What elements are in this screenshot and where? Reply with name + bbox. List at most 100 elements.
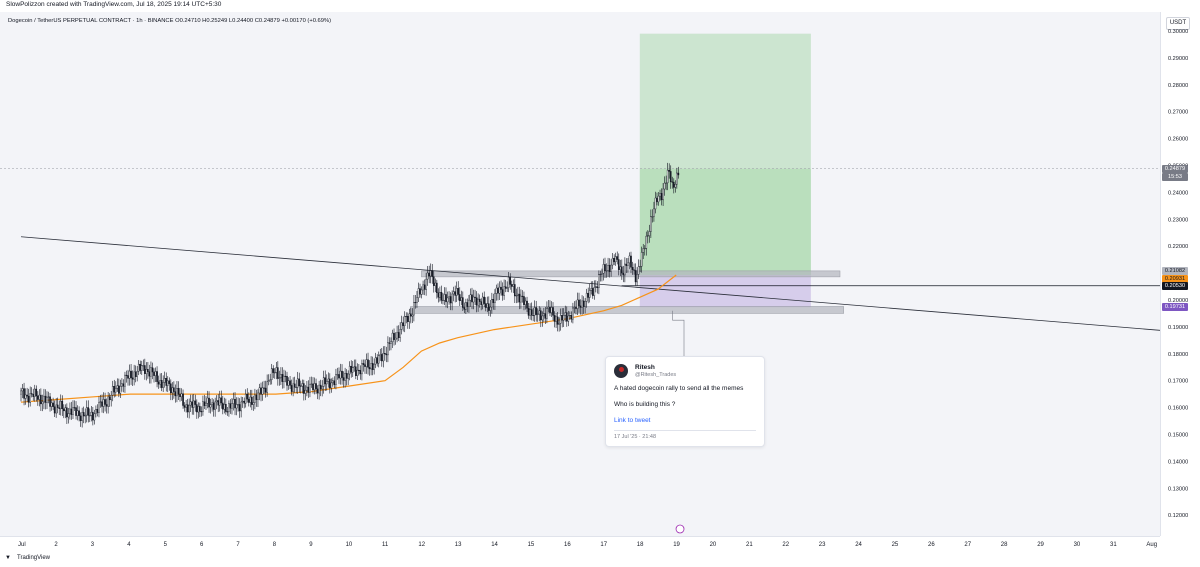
candle-body (43, 395, 45, 403)
candle (358, 364, 360, 376)
candle (527, 302, 530, 319)
tweet-text-line-2: Who is building this ? (614, 401, 676, 408)
chart-plot[interactable] (0, 12, 1160, 536)
attribution-text: SlowPolizzon created with TradingView.co… (6, 1, 222, 8)
candle-body (192, 400, 195, 408)
candle-body (596, 286, 599, 288)
candle (553, 311, 556, 328)
candle (417, 282, 420, 303)
candle (283, 369, 285, 389)
tweet-card[interactable]: Ritesh @Ritesh_Trades A hated dogecoin r… (605, 356, 765, 447)
support-zone (410, 306, 844, 314)
time-axis[interactable] (0, 536, 1160, 551)
candle-body (298, 378, 301, 387)
candle-body (521, 295, 524, 297)
candle-body (411, 314, 414, 317)
candle-body (605, 270, 608, 272)
time-tick-label: 23 (819, 542, 826, 548)
candle-body (229, 403, 232, 409)
candle (645, 231, 648, 256)
candle (105, 398, 108, 414)
candle (85, 400, 88, 423)
candle (241, 396, 244, 408)
time-tick-label: 16 (564, 542, 571, 548)
candle (58, 400, 61, 415)
candle (448, 291, 450, 305)
candle (339, 363, 342, 385)
candle (532, 307, 534, 322)
candle-body (240, 401, 242, 412)
candle (396, 325, 398, 343)
horizontal-line-tag: 0.20530 (1162, 281, 1188, 290)
candle (478, 294, 481, 308)
candle-body (591, 288, 594, 296)
candle (64, 404, 67, 419)
candle (588, 283, 591, 303)
candle (49, 392, 51, 412)
candle (403, 311, 406, 333)
candle (55, 397, 57, 418)
tweet-link[interactable]: Link to tweet (614, 417, 651, 424)
candle-body (373, 363, 375, 370)
price-tick-label: 0.13000 (1168, 486, 1188, 492)
candle-body (105, 404, 108, 407)
candle (512, 279, 515, 294)
candle (536, 308, 539, 322)
candle-body (488, 303, 490, 311)
candle (434, 278, 437, 293)
candle-body (309, 383, 311, 393)
candle (578, 292, 580, 313)
candle-body (312, 383, 314, 391)
candle (397, 325, 400, 342)
candle (240, 396, 242, 418)
candle-body (486, 303, 489, 308)
candle (601, 268, 603, 282)
candle-body (275, 367, 278, 373)
time-tick-label: 20 (710, 542, 717, 548)
candle (633, 263, 635, 275)
candle-body (286, 376, 288, 386)
candle-body (93, 413, 96, 421)
candle (263, 380, 265, 394)
candle (463, 302, 466, 314)
candle (254, 388, 256, 410)
candle-body (581, 300, 583, 308)
time-tick-label: 29 (1037, 542, 1044, 548)
candle (494, 289, 496, 310)
candle (136, 365, 138, 382)
candle-body (101, 401, 103, 407)
candle-body (49, 396, 51, 407)
candle (634, 263, 637, 286)
candle (408, 308, 411, 329)
candle-body (510, 284, 513, 287)
candle (281, 367, 284, 389)
candle-body (182, 393, 184, 406)
time-tick-label: 7 (236, 542, 240, 548)
candle (162, 375, 164, 392)
candle (639, 259, 641, 273)
candle (228, 400, 230, 417)
candle-body (458, 294, 461, 301)
candle-body (35, 388, 38, 397)
candle (387, 336, 389, 363)
candle-body (523, 296, 525, 306)
candle (75, 401, 77, 420)
candle (168, 377, 171, 391)
candle (420, 286, 423, 299)
price-tick-label: 0.16000 (1168, 406, 1188, 412)
candle-body (660, 193, 663, 201)
currency-selector[interactable]: USDT (1166, 17, 1190, 30)
candle-body (662, 188, 664, 201)
candle (556, 311, 559, 332)
candles-layer (20, 162, 680, 428)
candle (330, 378, 333, 393)
candle-body (380, 354, 383, 362)
candle-body (402, 322, 405, 326)
candle (672, 178, 675, 194)
candle-body (235, 404, 238, 409)
candle-body (672, 181, 675, 188)
candle-body (448, 296, 450, 299)
candle-body (301, 383, 304, 387)
candle-body (32, 393, 35, 397)
candle (616, 251, 619, 265)
